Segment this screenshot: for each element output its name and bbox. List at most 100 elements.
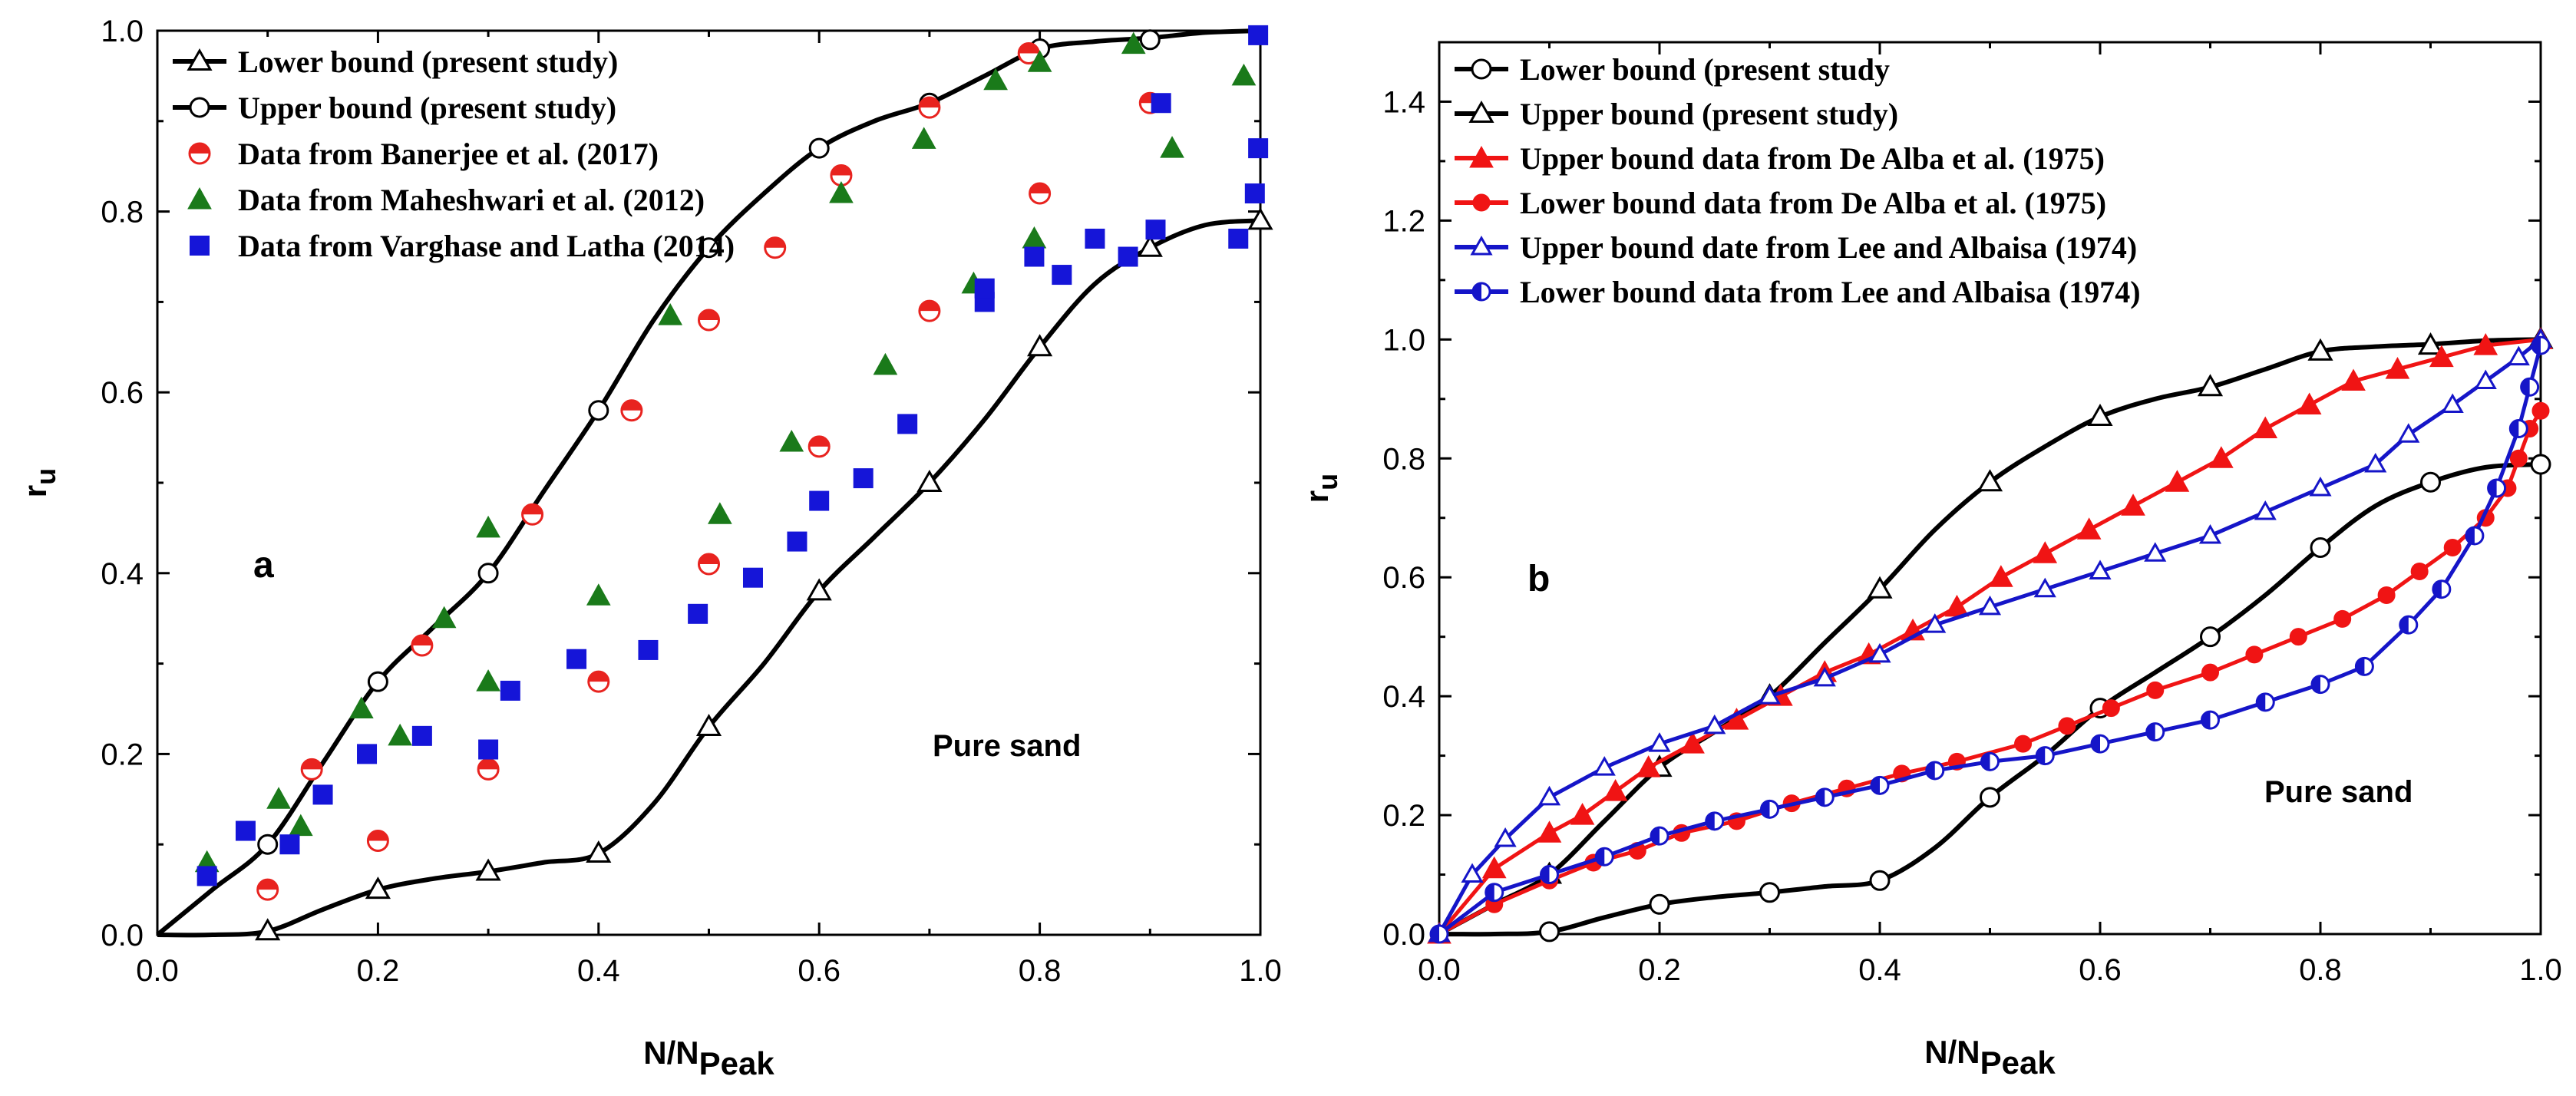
- data-point: [2014, 735, 2033, 753]
- data-point: [1537, 785, 1561, 806]
- y-tick-label: 0.0: [101, 919, 144, 952]
- data-point: [698, 237, 719, 259]
- panel-b: 0.0 0.2 0.4 0.6 0.8 1.0 0.0 0.2 0.4 0.6 0.8 1.0 1.2 1…: [1299, 41, 2562, 1081]
- x-tick-label: 0.8: [2299, 953, 2342, 987]
- data-point: [2420, 471, 2441, 493]
- legend-marker: [189, 97, 210, 118]
- data-point: [2146, 681, 2165, 699]
- data-point: [1022, 226, 1047, 249]
- data-point: [478, 739, 499, 760]
- data-point: [2333, 609, 2352, 628]
- x-tick-label: 0.2: [1638, 953, 1681, 987]
- series-3: [1427, 327, 2553, 944]
- legend-marker: [187, 48, 213, 71]
- y-tick-label: 0.6: [101, 376, 144, 410]
- data-point: [586, 583, 611, 606]
- data-point: [2530, 454, 2551, 475]
- y-tick-label: 0.2: [1382, 799, 1425, 833]
- data-point: [1027, 50, 1052, 72]
- data-point: [2035, 746, 2055, 766]
- data-point: [1636, 755, 1661, 777]
- data-point: [2145, 722, 2165, 742]
- data-point: [586, 840, 612, 863]
- data-point: [1980, 751, 2000, 771]
- data-point: [1758, 685, 1782, 705]
- series-curve: [1438, 337, 2541, 936]
- data-point: [1494, 827, 1517, 847]
- series-6: [1429, 335, 2551, 944]
- panel-a: 0.0 0.2 0.4 0.6 0.8 1.0 0.0 0.2 0.4 0.6 0.8 1.0 N/NP…: [17, 15, 1282, 1081]
- data-point: [367, 671, 388, 692]
- data-point: [688, 603, 708, 624]
- data-point: [1481, 856, 1507, 879]
- y-tick-label: 1.0: [101, 15, 144, 48]
- data-point: [366, 829, 389, 852]
- data-point: [1868, 642, 1891, 663]
- series-5: [1428, 328, 2552, 942]
- data-point: [431, 606, 457, 629]
- data-point: [566, 649, 587, 669]
- data-point: [2245, 645, 2264, 664]
- data-point: [235, 820, 256, 841]
- legend-marker: [1471, 282, 1491, 302]
- data-point: [312, 784, 333, 805]
- data-point: [2531, 401, 2550, 420]
- data-point: [911, 127, 936, 149]
- data-point: [1248, 25, 1269, 45]
- data-point: [476, 669, 500, 692]
- data-point: [256, 878, 279, 901]
- data-point: [2121, 494, 2145, 516]
- data-point: [2432, 579, 2452, 599]
- data-point: [348, 696, 374, 718]
- y-tick-label: 0.2: [101, 738, 144, 771]
- data-point: [1139, 29, 1161, 51]
- data-point: [2307, 338, 2333, 361]
- x-tick-label: 1.0: [2519, 953, 2562, 987]
- data-point: [1815, 787, 1835, 807]
- data-point: [853, 468, 874, 489]
- data-point: [1759, 882, 1780, 903]
- data-point: [500, 680, 520, 701]
- data-point: [1603, 779, 1628, 801]
- data-point: [974, 278, 995, 299]
- data-point: [1593, 756, 1616, 776]
- x-tick-label: 0.4: [1858, 953, 1901, 987]
- x-tick-label: 0.8: [1019, 954, 1062, 988]
- data-point: [809, 490, 830, 511]
- data-point: [257, 834, 279, 855]
- data-point: [1924, 613, 1947, 633]
- data-point: [1570, 803, 1595, 825]
- series-line: [1438, 337, 2541, 936]
- legend: Lower bound (present study) Upper bound (…: [173, 45, 735, 263]
- data-point: [1121, 31, 1146, 54]
- y-tick-label: 1.4: [1382, 85, 1425, 119]
- data-point: [1085, 228, 1105, 249]
- data-point: [475, 858, 501, 881]
- x-tick-label: 0.4: [577, 954, 620, 988]
- series-curve: [1438, 462, 2541, 937]
- data-point: [2310, 675, 2330, 695]
- data-point: [1650, 826, 1669, 846]
- legend-label: Lower bound (present study: [1520, 52, 1890, 87]
- data-point: [916, 469, 943, 492]
- series-4: [194, 31, 1257, 873]
- data-point: [2297, 392, 2322, 415]
- data-point: [2364, 452, 2387, 473]
- data-point: [476, 515, 500, 538]
- data-point: [1705, 811, 1725, 831]
- series-5: [197, 25, 1269, 886]
- data-point: [1029, 182, 1052, 205]
- data-point: [2377, 586, 2396, 604]
- data-point: [1980, 787, 2000, 808]
- data-point: [1813, 666, 1836, 687]
- legend-label: Lower bound (present study): [238, 45, 618, 79]
- data-point: [1247, 207, 1273, 230]
- data-point: [1429, 924, 1449, 944]
- data-point: [521, 503, 544, 526]
- data-point: [2058, 717, 2076, 735]
- data-point: [708, 502, 732, 524]
- data-point: [477, 563, 499, 584]
- data-point: [1594, 847, 1614, 867]
- data-point: [1145, 220, 1166, 240]
